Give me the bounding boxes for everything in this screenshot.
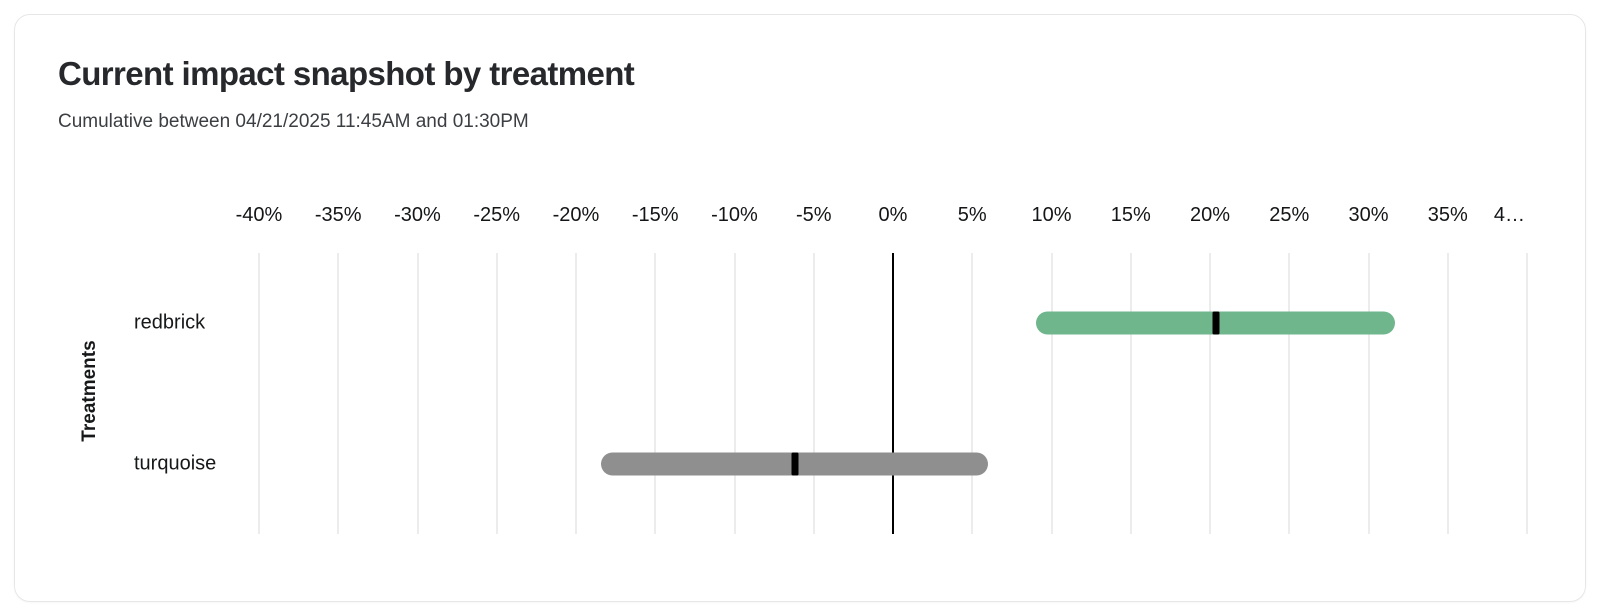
row-label-redbrick: redbrick xyxy=(134,311,206,334)
x-tick-label--10: -10% xyxy=(711,204,758,226)
x-tick-label--15: -15% xyxy=(631,204,679,226)
gridline-10 xyxy=(1050,253,1053,534)
gridline-30 xyxy=(1367,253,1370,534)
impact-snapshot-card: Current impact snapshot by treatment Cum… xyxy=(14,14,1586,602)
chart-title: Current impact snapshot by treatment xyxy=(58,55,635,92)
zero-line xyxy=(892,253,894,534)
x-tick-label--30: -30% xyxy=(394,204,441,226)
gridline--15 xyxy=(654,253,657,534)
gridline-25 xyxy=(1288,253,1291,534)
x-axis-ticks: -40% -35% -30% -25% -20% -15% -10% -5% 0% 5% 10% 15… xyxy=(236,201,1527,229)
x-tick-label-0: 0% xyxy=(878,204,908,226)
gridline--30 xyxy=(416,253,419,534)
x-tick-label--20: -20% xyxy=(552,204,600,226)
y-axis-title-text: Treatments xyxy=(79,340,100,442)
x-tick-label--25: -25% xyxy=(473,204,521,226)
x-tick-label--5: -5% xyxy=(795,204,832,226)
x-tick-label-15: 15% xyxy=(1110,204,1151,226)
x-tick-label-10: 10% xyxy=(1031,204,1072,226)
gridline--40 xyxy=(258,253,260,534)
gridline--35 xyxy=(337,253,340,534)
plot-area xyxy=(258,253,1528,534)
x-tick-label-20: 20% xyxy=(1189,204,1231,226)
x-tick-label-35: 35% xyxy=(1427,204,1468,226)
point-marker-redbrick xyxy=(1212,311,1220,335)
gridline--25 xyxy=(495,253,498,534)
x-tick-label-5: 5% xyxy=(957,204,987,226)
gridline--20 xyxy=(575,253,577,534)
x-tick-label-30: 30% xyxy=(1348,204,1389,226)
x-tick-label--40: -40% xyxy=(235,204,283,226)
x-tick-label-40: 4… xyxy=(1493,204,1525,226)
gridline--10 xyxy=(733,253,736,534)
point-marker-turquoise xyxy=(791,452,799,476)
gridline-15 xyxy=(1129,253,1132,534)
row-label-turquoise: turquoise xyxy=(134,452,217,475)
gridline-5 xyxy=(971,253,974,534)
range-bar-turquoise[interactable] xyxy=(601,452,989,476)
range-bar-redbrick[interactable] xyxy=(1035,311,1396,335)
gridline--5 xyxy=(812,253,815,534)
row-labels: redbrick turquoise xyxy=(134,253,254,534)
x-tick-label-25: 25% xyxy=(1269,204,1310,226)
gridline-20 xyxy=(1209,253,1211,534)
gridline-40 xyxy=(1526,253,1528,534)
chart-subtitle: Cumulative between 04/21/2025 11:45AM an… xyxy=(58,111,529,132)
gridline-35 xyxy=(1446,253,1449,534)
x-tick-label--35: -35% xyxy=(314,204,362,226)
